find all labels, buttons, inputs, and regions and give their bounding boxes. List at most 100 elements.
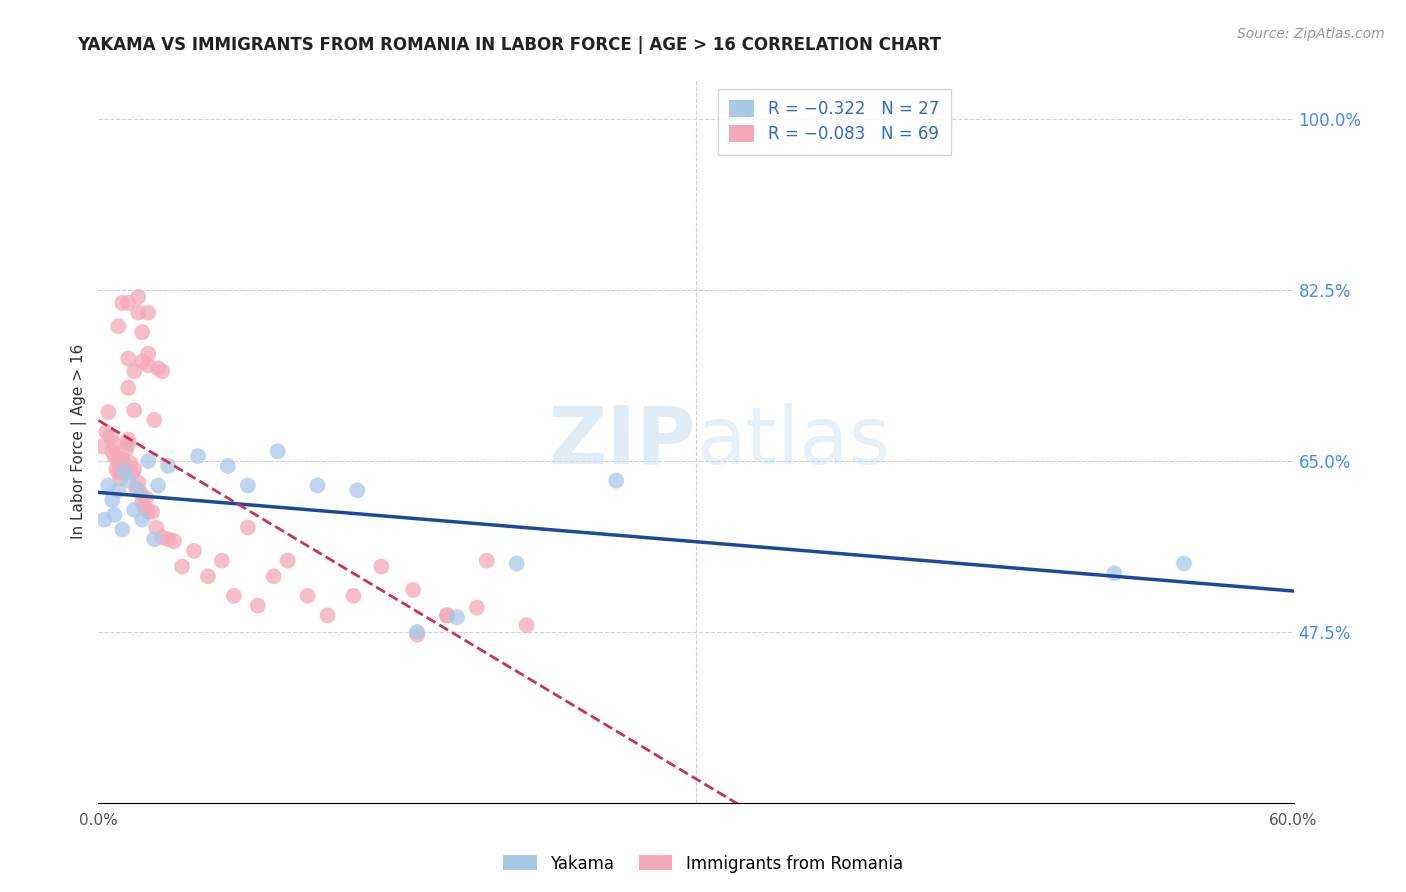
Point — [211, 554, 233, 568]
Point — [117, 436, 139, 450]
Point — [236, 478, 259, 492]
Point — [110, 472, 132, 486]
Point — [163, 534, 186, 549]
Point — [316, 608, 339, 623]
Point — [267, 444, 290, 458]
Point — [436, 608, 458, 623]
Point — [97, 405, 120, 419]
Point — [120, 456, 142, 470]
Text: Source: ZipAtlas.com: Source: ZipAtlas.com — [1237, 27, 1385, 41]
Point — [107, 319, 129, 334]
Point — [107, 454, 129, 468]
Point — [131, 495, 153, 509]
Point — [124, 403, 146, 417]
Point — [97, 478, 120, 492]
Point — [436, 608, 458, 623]
Legend: R = −0.322   N = 27, R = −0.083   N = 69: R = −0.322 N = 27, R = −0.083 N = 69 — [717, 88, 950, 155]
Point — [107, 466, 129, 480]
Point — [150, 364, 173, 378]
Point — [127, 306, 149, 320]
Point — [297, 589, 319, 603]
Point — [346, 483, 368, 498]
Point — [124, 364, 146, 378]
Point — [148, 478, 170, 492]
Point — [117, 474, 139, 488]
Point — [91, 439, 114, 453]
Point — [516, 618, 538, 632]
Point — [112, 464, 135, 478]
Point — [101, 493, 124, 508]
Point — [187, 449, 209, 463]
Point — [117, 433, 139, 447]
Text: atlas: atlas — [696, 402, 890, 481]
Point — [127, 475, 149, 490]
Point — [127, 483, 149, 498]
Point — [121, 466, 143, 480]
Point — [111, 523, 134, 537]
Point — [446, 610, 468, 624]
Point — [136, 346, 159, 360]
Point — [117, 296, 139, 310]
Point — [136, 306, 159, 320]
Point — [136, 454, 159, 468]
Point — [172, 559, 194, 574]
Point — [124, 503, 146, 517]
Point — [406, 628, 429, 642]
Point — [96, 425, 118, 439]
Point — [103, 436, 125, 450]
Point — [246, 599, 269, 613]
Point — [263, 569, 285, 583]
Point — [605, 474, 627, 488]
Point — [117, 351, 139, 366]
Point — [136, 505, 159, 519]
Point — [131, 325, 153, 339]
Point — [370, 559, 392, 574]
Point — [127, 290, 149, 304]
Point — [93, 513, 115, 527]
Point — [236, 520, 259, 534]
Point — [183, 544, 205, 558]
Point — [117, 381, 139, 395]
Point — [402, 582, 425, 597]
Point — [131, 354, 153, 368]
Point — [406, 624, 429, 639]
Point — [157, 458, 180, 473]
Point — [148, 361, 170, 376]
Point — [1104, 566, 1126, 581]
Point — [307, 478, 329, 492]
Point — [134, 500, 156, 515]
Point — [98, 430, 122, 444]
Point — [103, 449, 125, 463]
Point — [103, 508, 125, 522]
Point — [131, 513, 153, 527]
Point — [222, 589, 245, 603]
Point — [465, 600, 488, 615]
Point — [135, 491, 157, 505]
Point — [1173, 557, 1195, 571]
Point — [111, 452, 134, 467]
Point — [157, 532, 180, 546]
Point — [342, 589, 364, 603]
Point — [124, 462, 146, 476]
Point — [141, 505, 163, 519]
Point — [125, 482, 148, 496]
Point — [107, 483, 129, 498]
Point — [143, 532, 166, 546]
Legend: Yakama, Immigrants from Romania: Yakama, Immigrants from Romania — [496, 848, 910, 880]
Point — [105, 462, 128, 476]
Point — [277, 554, 299, 568]
Point — [136, 359, 159, 373]
Point — [475, 554, 498, 568]
Point — [150, 530, 173, 544]
Point — [506, 557, 529, 571]
Point — [145, 520, 167, 534]
Point — [129, 485, 152, 500]
Point — [143, 413, 166, 427]
Text: ZIP: ZIP — [548, 402, 696, 481]
Point — [197, 569, 219, 583]
Text: YAKAMA VS IMMIGRANTS FROM ROMANIA IN LABOR FORCE | AGE > 16 CORRELATION CHART: YAKAMA VS IMMIGRANTS FROM ROMANIA IN LAB… — [77, 36, 942, 54]
Y-axis label: In Labor Force | Age > 16: In Labor Force | Age > 16 — [72, 344, 87, 539]
Point — [217, 458, 239, 473]
Point — [101, 444, 124, 458]
Point — [112, 456, 135, 470]
